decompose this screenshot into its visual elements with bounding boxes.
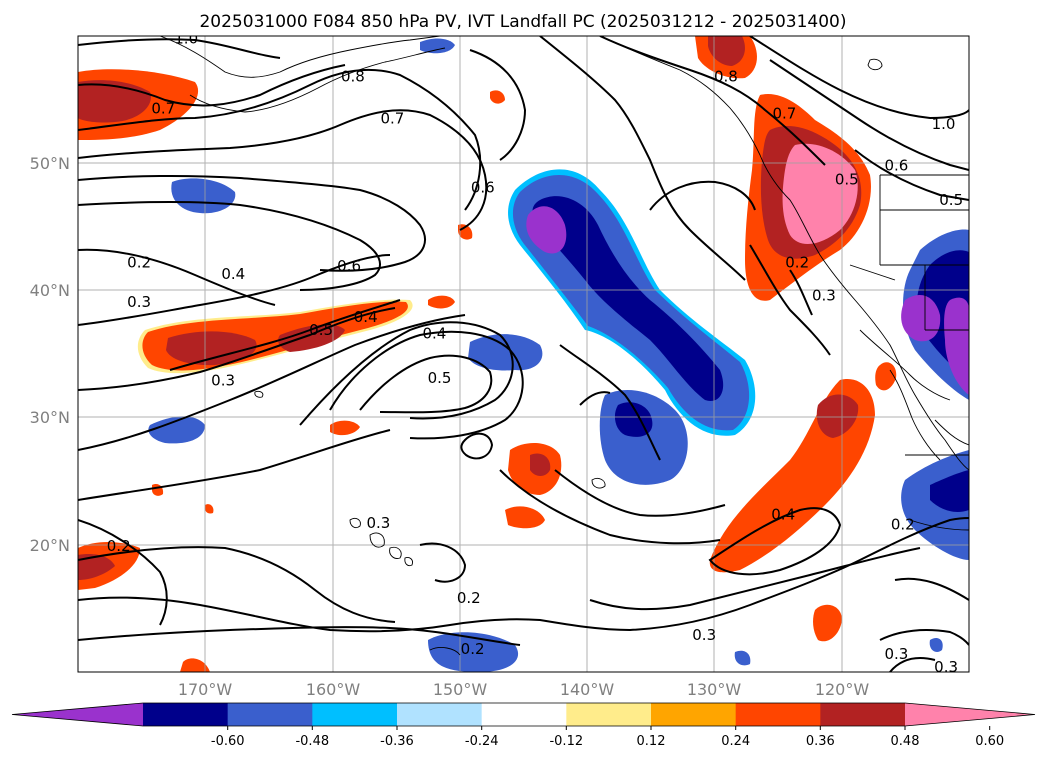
colorbar-swatch (143, 703, 229, 726)
colorbar-tick-label: 0.48 (891, 734, 920, 749)
contour-label: 0.6 (337, 257, 361, 275)
contour-label: 0.4 (221, 265, 245, 283)
contour-label: 0.5 (939, 191, 963, 209)
contour-label: 0.3 (934, 658, 958, 676)
pv-contours (78, 36, 969, 672)
contour-label: 0.3 (127, 293, 151, 311)
contour-label: 0.3 (884, 645, 908, 663)
contour-label: 0.5 (309, 321, 333, 339)
contour-label: 0.4 (354, 308, 378, 326)
colorbar-tick-label: -0.48 (295, 734, 329, 749)
lon-label: 150°W (433, 680, 488, 699)
contour-label: 0.6 (884, 157, 908, 175)
colorbar-swatch (651, 703, 737, 726)
lon-label: 120°W (815, 680, 870, 699)
lat-label: 30°N (30, 408, 70, 427)
latitude-labels: 50°N 40°N 30°N 20°N (30, 154, 70, 555)
colorbar-tick-label: 0.36 (806, 734, 835, 749)
contour-label: 0.4 (771, 505, 795, 523)
colorbar-swatch (397, 703, 483, 726)
colorbar-extend-low (12, 703, 143, 726)
lat-label: 40°N (30, 281, 70, 300)
lat-label: 50°N (30, 154, 70, 173)
colorbar-tick-label: 0.24 (721, 734, 750, 749)
contour-label: 0.5 (835, 171, 859, 189)
lon-label: 160°W (306, 680, 361, 699)
colorbar-outline (11, 702, 1036, 727)
lon-label: 130°W (687, 680, 742, 699)
contour-label: 0.3 (366, 514, 390, 532)
colorbar-tick-label: -0.24 (465, 734, 499, 749)
contour-label: 0.7 (151, 100, 175, 118)
colorbar-tick-label: -0.36 (380, 734, 414, 749)
contour-label: 1.0 (174, 30, 198, 48)
contour-label: 0.2 (457, 589, 481, 607)
contour-label: 0.3 (812, 287, 836, 305)
colorbar-tick-label: 0.60 (975, 734, 1004, 749)
colorbar (11, 702, 1036, 727)
contour-label: 0.7 (772, 105, 796, 123)
map-panel: 1.00.80.70.70.60.60.40.20.30.50.40.40.50… (78, 30, 969, 676)
contour-label: 0.4 (422, 325, 446, 343)
contour-label: 0.2 (785, 253, 809, 271)
longitude-labels: 170°W 160°W 150°W 140°W 130°W 120°W (178, 680, 870, 699)
colorbar-swatch (227, 703, 313, 726)
lon-label: 140°W (560, 680, 615, 699)
contour-label: 0.3 (211, 372, 235, 390)
colorbar-swatch (312, 703, 398, 726)
contour-label: 0.5 (428, 369, 452, 387)
contour-label: 0.8 (341, 68, 365, 86)
lon-label: 170°W (178, 680, 233, 699)
colorbar-ticks: -0.60 -0.48 -0.36 -0.24 -0.12 0.12 0.24 0.36 0.4… (211, 726, 1004, 749)
colorbar-swatch (481, 703, 567, 726)
lat-label: 20°N (30, 536, 70, 555)
contour-label: 0.7 (380, 110, 404, 128)
contour-label: 0.2 (891, 515, 915, 533)
colorbar-extend-high (905, 703, 1035, 726)
contour-labels: 1.00.80.70.70.60.60.40.20.30.50.40.40.50… (107, 30, 963, 676)
colorbar-swatch (735, 703, 821, 726)
contour-label: 0.2 (127, 253, 151, 271)
contour-label: 0.8 (714, 68, 738, 86)
contour-label: 0.2 (461, 640, 485, 658)
filled-regions (78, 36, 969, 672)
plot-title: 2025031000 F084 850 hPa PV, IVT Landfall… (199, 12, 846, 32)
coastlines (159, 36, 969, 656)
contour-label: 0.6 (471, 178, 495, 196)
colorbar-tick-label: -0.60 (211, 734, 245, 749)
colorbar-swatch (820, 703, 906, 726)
colorbar-swatch (566, 703, 652, 726)
contour-label: 0.3 (692, 626, 716, 644)
contour-label: 0.2 (107, 537, 131, 555)
colorbar-tick-label: -0.12 (549, 734, 583, 749)
map-frame (77, 35, 970, 673)
colorbar-tick-label: 0.12 (637, 734, 666, 749)
contour-label: 1.0 (932, 115, 956, 133)
